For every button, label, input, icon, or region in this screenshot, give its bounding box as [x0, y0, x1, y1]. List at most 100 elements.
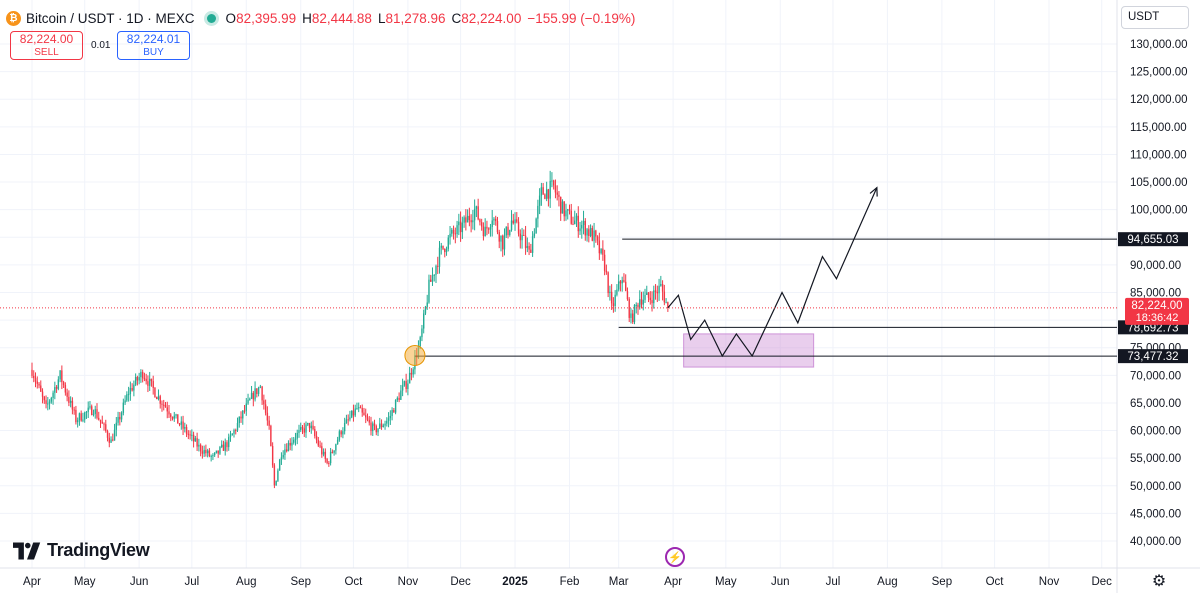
candle-body	[134, 377, 137, 385]
candle-body	[62, 382, 65, 385]
candle-body	[243, 410, 246, 412]
candle-body	[154, 387, 156, 398]
candle-body	[226, 442, 228, 448]
candle-body	[187, 433, 190, 435]
flash-icon[interactable]: ⚡	[665, 547, 685, 567]
candle-body	[112, 439, 114, 441]
candle-body	[507, 226, 509, 236]
candle-body	[389, 415, 392, 419]
candle-body	[87, 407, 89, 412]
candle-body	[250, 392, 253, 399]
open-label: O	[225, 10, 237, 26]
candle-body	[500, 235, 502, 242]
time-tick-label: Nov	[1039, 576, 1060, 588]
tradingview-logo[interactable]: TradingView	[13, 540, 150, 561]
candle-body	[152, 381, 154, 388]
high-label: H	[302, 10, 312, 26]
candle-body	[568, 209, 571, 211]
candle-body	[345, 419, 348, 424]
price-tick-label: 125,000.00	[1130, 67, 1188, 79]
time-tick-label: Apr	[23, 576, 41, 588]
low-label: L	[377, 10, 386, 26]
candle-body	[660, 284, 662, 286]
currency-selector[interactable]: USDT	[1121, 6, 1189, 29]
candle-body	[368, 419, 370, 423]
candle-body	[461, 222, 464, 233]
candle-body	[444, 248, 446, 253]
time-tick-label: Jul	[826, 576, 841, 588]
buy-button[interactable]: 82,224.01 BUY	[117, 31, 190, 60]
level-label-bg	[1118, 232, 1188, 247]
candle-body	[575, 215, 578, 221]
candle-body	[582, 220, 585, 226]
candle-body	[570, 210, 572, 224]
candle-body	[215, 450, 218, 453]
candle-body	[589, 228, 592, 236]
candle-body	[164, 404, 167, 408]
candle-body	[136, 377, 139, 381]
candle-body	[308, 423, 311, 429]
candle-body	[426, 302, 428, 307]
candle-body	[667, 302, 669, 308]
candle-body	[238, 416, 240, 423]
low-value: 81,278.96	[385, 10, 446, 26]
candle-body	[343, 423, 346, 432]
candle-body	[424, 306, 427, 314]
candle-body	[456, 225, 458, 235]
candle-body	[75, 409, 77, 423]
symbol-title[interactable]: Bitcoin / USDT · 1D · MEXC	[26, 10, 195, 26]
candle-body	[377, 428, 379, 433]
candle-body	[163, 404, 165, 406]
candle-body	[150, 378, 153, 382]
candle-body	[479, 219, 481, 223]
candle-body	[549, 180, 551, 199]
candle-body	[98, 417, 100, 420]
candle-body	[126, 394, 128, 401]
candle-body	[586, 229, 588, 236]
candle-body	[393, 410, 395, 413]
projection-arrowhead	[869, 186, 878, 197]
candle-body	[433, 274, 435, 276]
gear-icon[interactable]: ⚙	[1151, 573, 1167, 590]
sell-button[interactable]: 82,224.00 SELL	[10, 31, 83, 60]
candle-body	[256, 388, 258, 394]
time-tick-label: 2025	[502, 576, 528, 588]
candle-body	[473, 208, 476, 221]
candle-body	[396, 397, 399, 400]
candle-body	[284, 449, 286, 455]
candle-body	[73, 409, 75, 411]
candle-body	[458, 221, 460, 226]
candle-body	[430, 279, 432, 282]
candle-body	[596, 236, 599, 241]
candle-body	[43, 396, 45, 401]
candle-body	[198, 444, 200, 447]
candle-body	[189, 434, 191, 436]
candle-body	[468, 215, 471, 221]
candle-body	[310, 425, 312, 429]
candle-body	[83, 412, 86, 420]
candle-body	[545, 189, 548, 199]
candle-body	[373, 423, 376, 427]
candle-body	[405, 381, 407, 389]
candle-body	[194, 438, 197, 442]
candle-body	[89, 406, 91, 408]
market-status-icon[interactable]	[206, 13, 216, 23]
candle-body	[510, 220, 513, 231]
candle-body	[340, 431, 342, 435]
candle-body	[59, 370, 61, 380]
candle-body	[213, 452, 216, 456]
candle-body	[85, 411, 88, 413]
candle-body	[342, 431, 344, 435]
candle-body	[333, 450, 335, 453]
candle-body	[526, 245, 529, 249]
candle-body	[619, 281, 622, 284]
candle-body	[459, 221, 462, 233]
candle-body	[99, 419, 102, 422]
candle-body	[445, 248, 448, 253]
candle-body	[598, 240, 601, 254]
candle-body	[624, 281, 627, 292]
candle-body	[531, 236, 534, 253]
candle-body	[565, 210, 567, 217]
candle-body	[359, 407, 362, 409]
